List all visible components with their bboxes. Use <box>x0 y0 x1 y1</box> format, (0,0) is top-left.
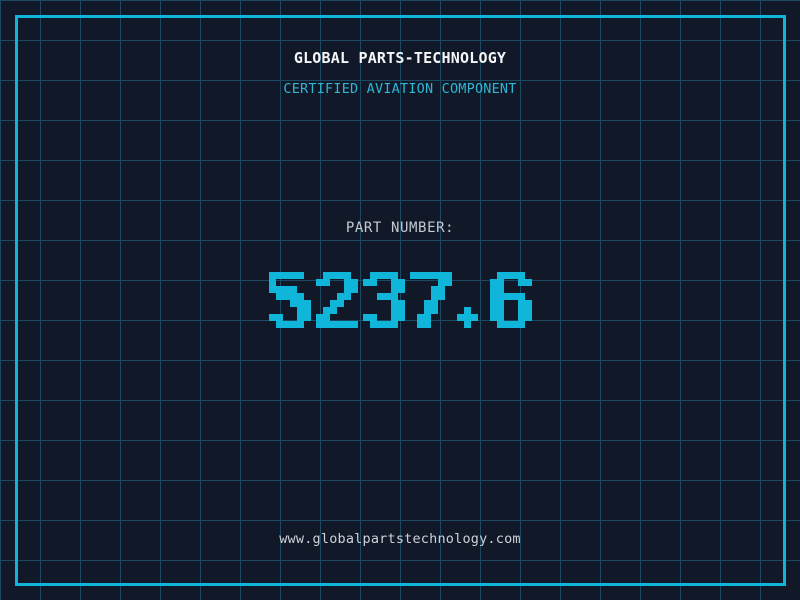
pixel-digits-display <box>268 272 532 328</box>
website-url: www.globalpartstechnology.com <box>279 531 521 547</box>
part-number-value <box>0 272 800 328</box>
certification-subtitle: CERTIFIED AVIATION COMPONENT <box>283 81 517 97</box>
company-title: GLOBAL PARTS-TECHNOLOGY <box>293 49 507 67</box>
part-number-label: PART NUMBER: <box>345 220 455 236</box>
